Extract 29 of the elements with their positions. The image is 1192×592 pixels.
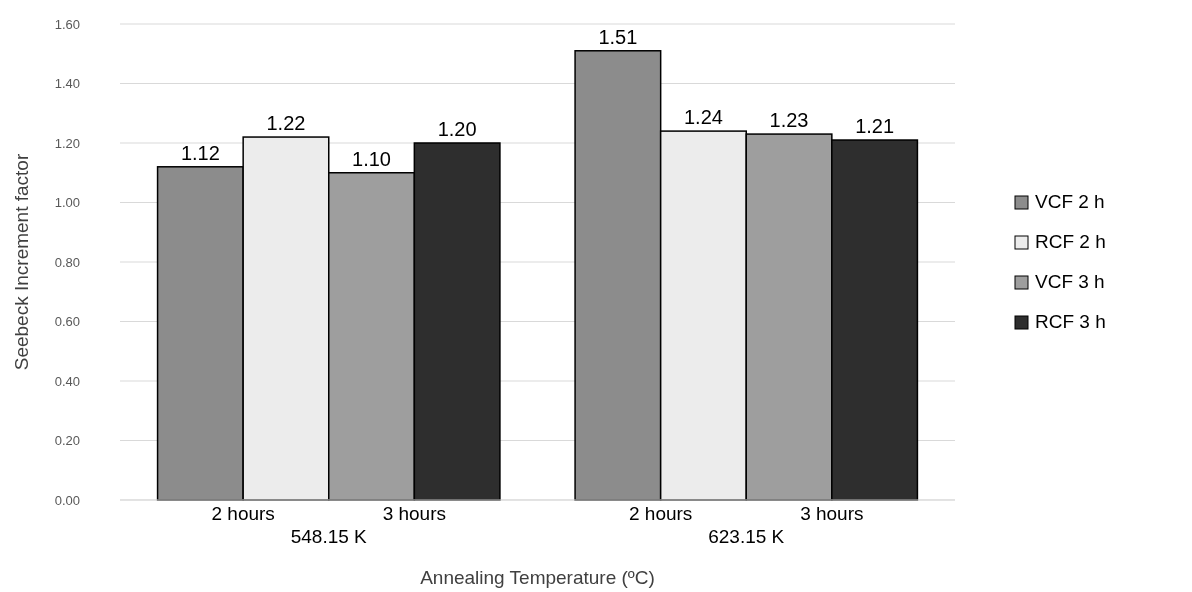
data-label: 1.51 — [598, 25, 638, 48]
y-tick-label: 1.00 — [54, 195, 80, 211]
data-label: 1.24 — [683, 106, 723, 129]
y-tick-label: 1.20 — [54, 135, 80, 151]
legend-label: RCF 3 h — [1035, 311, 1106, 332]
y-axis-title: Seebeck Increment factor — [11, 153, 32, 371]
y-tick-label: 0.80 — [54, 254, 80, 270]
x-axis-title: Annealing Temperature (ºC) — [420, 567, 655, 588]
x-tick-label: 623.15 K — [708, 526, 785, 547]
y-tick-label: 0.40 — [54, 373, 80, 389]
data-label: 1.21 — [855, 115, 895, 138]
legend-label: RCF 2 h — [1035, 231, 1106, 252]
data-label: 1.12 — [180, 141, 220, 164]
y-tick-label: 0.20 — [54, 433, 80, 449]
data-label: 1.22 — [266, 112, 306, 135]
text: 3 hours — [382, 503, 447, 524]
data-label: 1.10 — [352, 147, 392, 170]
y-tick-label: 1.40 — [54, 76, 80, 92]
data-label: 1.20 — [437, 118, 477, 140]
text: 2 hours — [628, 503, 693, 524]
text: 3 hours — [800, 503, 864, 524]
text: 2 hours — [211, 503, 275, 524]
x-tick-label: 548.15 K — [290, 526, 368, 547]
y-tick-label: 0.60 — [54, 314, 80, 330]
y-tick-label: 1.60 — [54, 16, 80, 32]
y-tick-label: 0.00 — [54, 492, 80, 508]
data-label: 1.23 — [769, 109, 809, 132]
legend-label: VCF 3 h — [1035, 271, 1105, 292]
legend-label: VCF 2 h — [1035, 191, 1105, 212]
